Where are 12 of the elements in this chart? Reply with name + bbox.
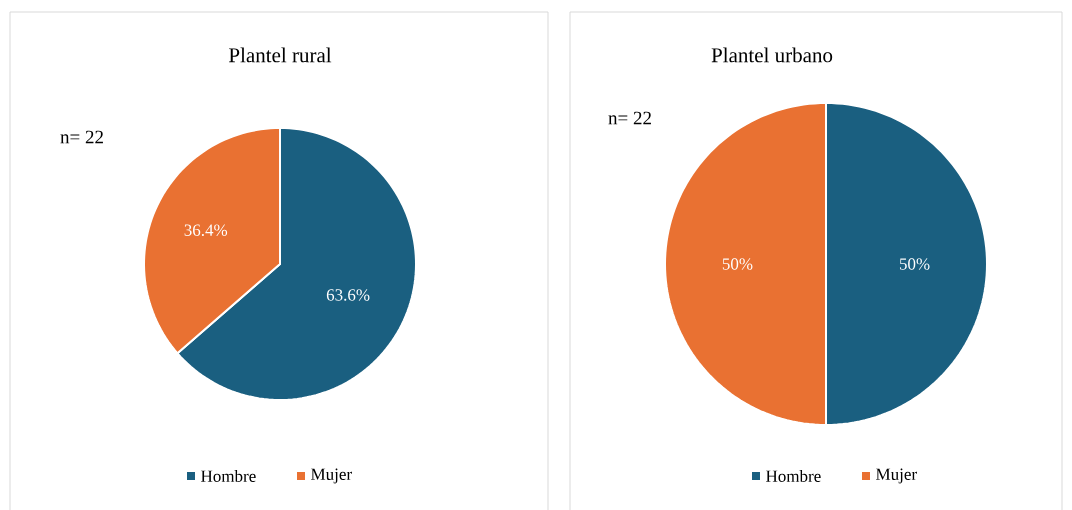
chart-title: Plantel urbano — [711, 47, 833, 63]
legend-label: Mujer — [876, 468, 917, 484]
data-label: 63.6% — [326, 289, 370, 301]
data-label: 36.4% — [184, 224, 228, 236]
data-label: 50% — [722, 258, 753, 270]
chart-title: Plantel rural — [229, 47, 332, 63]
data-label: 50% — [899, 258, 930, 270]
legend-label: Hombre — [766, 470, 821, 482]
text: n= 22 — [608, 111, 651, 125]
legend-label: Hombre — [201, 470, 256, 482]
legend-label: Mujer — [311, 468, 352, 484]
text: n= 22 — [60, 130, 103, 144]
